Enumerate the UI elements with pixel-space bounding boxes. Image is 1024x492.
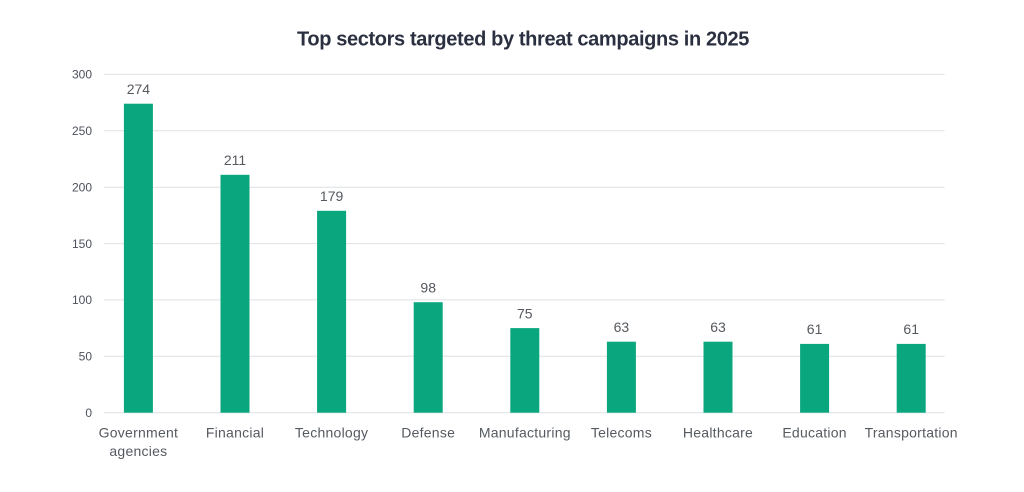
svg-text:Defense: Defense [401, 424, 455, 440]
svg-text:300: 300 [72, 68, 92, 82]
svg-text:63: 63 [710, 319, 726, 335]
svg-text:200: 200 [72, 181, 92, 195]
svg-text:63: 63 [614, 319, 630, 335]
svg-text:211: 211 [224, 152, 247, 168]
svg-text:Education: Education [782, 424, 847, 440]
svg-text:179: 179 [320, 188, 344, 204]
svg-text:75: 75 [517, 305, 533, 321]
svg-text:0: 0 [85, 406, 92, 420]
svg-text:Government: Government [99, 424, 179, 440]
svg-text:Healthcare: Healthcare [683, 424, 753, 440]
svg-text:Manufacturing: Manufacturing [479, 424, 571, 440]
svg-text:agencies: agencies [109, 443, 167, 459]
svg-text:250: 250 [72, 124, 92, 138]
svg-text:61: 61 [903, 321, 919, 337]
svg-text:150: 150 [72, 237, 92, 251]
svg-text:100: 100 [72, 293, 92, 307]
svg-text:Financial: Financial [206, 424, 264, 440]
svg-text:Top sectors targeted by threat: Top sectors targeted by threat campaigns… [297, 29, 749, 51]
svg-text:98: 98 [420, 279, 436, 295]
svg-text:274: 274 [127, 81, 151, 97]
svg-text:Telecoms: Telecoms [591, 424, 652, 440]
svg-text:50: 50 [79, 350, 93, 364]
svg-text:Transportation: Transportation [865, 424, 958, 440]
svg-text:Technology: Technology [295, 424, 368, 440]
svg-text:61: 61 [807, 321, 823, 337]
